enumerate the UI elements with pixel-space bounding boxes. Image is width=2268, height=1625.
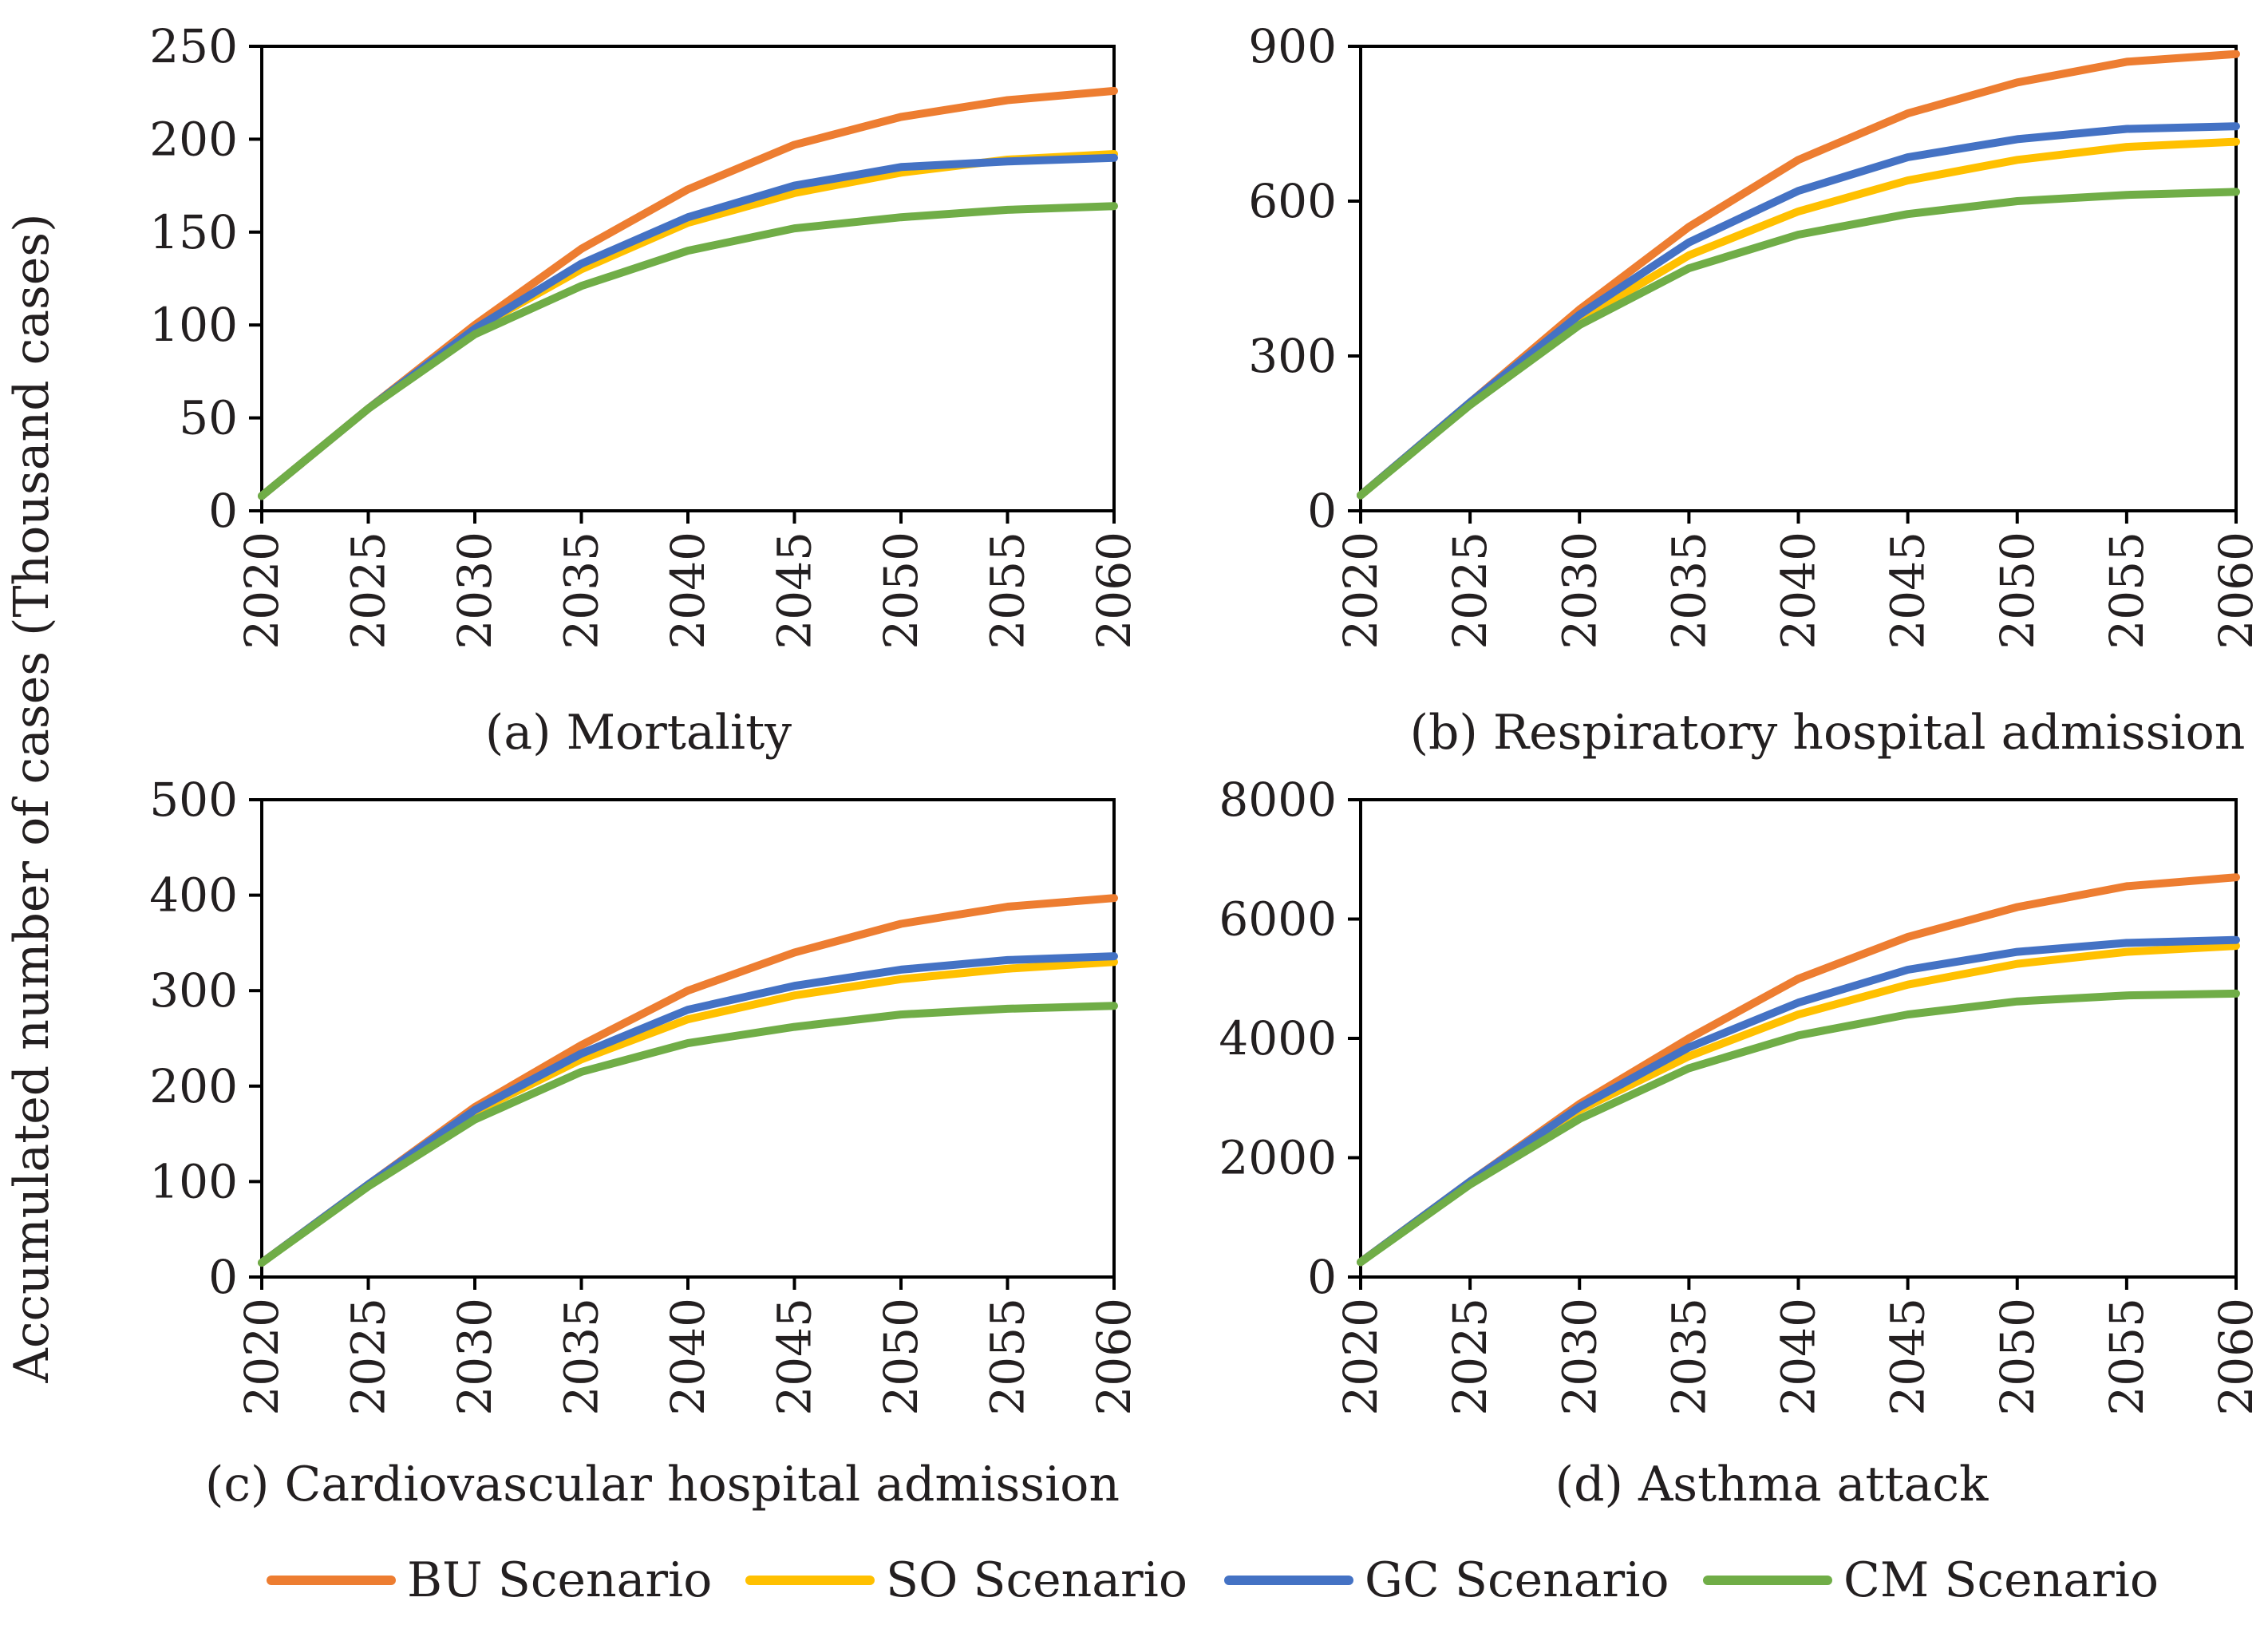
legend-item-so: SO Scenario	[745, 1552, 1187, 1608]
y-tick-label: 150	[149, 205, 238, 259]
chart-panel-a: 0 50 100 150 200 250 2020 2025 2030 2035 2040 2045 2…	[149, 19, 1141, 761]
x-tick-label: 2045	[768, 532, 822, 650]
panel-caption: (d) Asthma attack	[1555, 1457, 1989, 1512]
x-tick-label: 2055	[2100, 1298, 2154, 1416]
series-line-cm	[1357, 188, 2240, 500]
series-line-gc	[1357, 122, 2240, 500]
y-tick-label: 100	[149, 1154, 238, 1208]
panel-caption: (a) Mortality	[485, 705, 792, 761]
y-tick-label: 200	[149, 112, 238, 166]
y-tick-label: 0	[208, 1250, 238, 1304]
y-tick-label: 300	[1248, 329, 1337, 383]
series-line-bu	[1357, 49, 2240, 500]
x-tick-label: 2035	[1661, 1298, 1716, 1416]
x-tick-label: 2030	[448, 532, 502, 650]
y-tick-label: 250	[149, 19, 238, 73]
x-tick-label: 2030	[448, 1298, 502, 1416]
x-tick-label: 2025	[1443, 532, 1497, 650]
y-tick-label: 900	[1248, 19, 1337, 73]
chart-panel-d: 0 2000 4000 6000 8000 2020 2025 2030 2035 2040 204…	[1219, 773, 2263, 1512]
x-tick-label: 2055	[981, 1298, 1035, 1416]
series-line-bu	[1357, 873, 2240, 1267]
legend-label: CM Scenario	[1843, 1552, 2159, 1608]
plot-frame	[260, 798, 1116, 1279]
y-tick-label: 100	[149, 298, 238, 352]
plot-frame	[1359, 45, 2238, 512]
series-line-cm	[258, 1002, 1118, 1267]
series-line-gc	[1357, 935, 2240, 1267]
x-tick-label: 2020	[235, 1298, 289, 1416]
shared-y-axis-label: Accumulated number of cases (Thousand ca…	[4, 214, 60, 1384]
plot-frame	[260, 45, 1116, 512]
legend-item-gc: GC Scenario	[1224, 1552, 1669, 1608]
y-tick-label: 200	[149, 1059, 238, 1113]
y-tick-label: 0	[1307, 1250, 1337, 1304]
y-tick-label: 0	[208, 484, 238, 538]
x-tick-label: 2025	[1443, 1298, 1497, 1416]
x-tick-label: 2025	[342, 532, 396, 650]
x-tick-label: 2040	[1772, 1298, 1826, 1416]
series-line-so	[258, 150, 1118, 500]
series-line-cm	[258, 202, 1118, 500]
x-tick-label: 2050	[874, 532, 928, 650]
x-tick-label: 2020	[1334, 532, 1388, 650]
x-tick-label: 2020	[235, 532, 289, 650]
x-tick-label: 2035	[555, 532, 609, 650]
x-tick-label: 2035	[555, 1298, 609, 1416]
y-tick-label: 300	[149, 963, 238, 1018]
panel-caption: (c) Cardiovascular hospital admission	[205, 1457, 1120, 1512]
legend: BU Scenario SO Scenario GC Scenario CM Scen…	[267, 1552, 2159, 1608]
x-tick-label: 2045	[1881, 1298, 1935, 1416]
chart-panel-c: 0 100 200 300 400 500 2020 2025 2030 2035 2040 2045…	[149, 773, 1141, 1512]
x-tick-label: 2060	[2209, 1298, 2263, 1416]
y-tick-label: 8000	[1219, 773, 1337, 827]
legend-item-cm: CM Scenario	[1703, 1552, 2159, 1608]
x-tick-label: 2050	[1990, 1298, 2045, 1416]
legend-item-bu: BU Scenario	[267, 1552, 712, 1608]
y-tick-label: 50	[179, 391, 238, 445]
series-line-cm	[1357, 989, 2240, 1267]
x-tick-label: 2055	[2100, 532, 2154, 650]
x-tick-label: 2050	[874, 1298, 928, 1416]
y-tick-label: 0	[1307, 484, 1337, 538]
x-tick-label: 2055	[981, 532, 1035, 650]
x-tick-label: 2050	[1990, 532, 2045, 650]
x-tick-label: 2035	[1661, 532, 1716, 650]
y-tick-label: 6000	[1219, 892, 1337, 947]
x-tick-label: 2040	[661, 532, 715, 650]
chart-panels: 0 50 100 150 200 250 2020 2025 2030 2035 2040 2045 2…	[149, 19, 2263, 1512]
x-tick-label: 2030	[1552, 1298, 1606, 1416]
legend-label: GC Scenario	[1365, 1552, 1669, 1608]
x-tick-label: 2060	[2209, 532, 2263, 650]
x-tick-label: 2025	[342, 1298, 396, 1416]
series-line-gc	[258, 952, 1118, 1267]
chart-panel-b: 0 300 600 900 2020 2025 2030 2035 2040 2045 2050 20…	[1248, 19, 2263, 761]
x-tick-label: 2045	[768, 1298, 822, 1416]
x-tick-label: 2040	[1772, 532, 1826, 650]
y-tick-label: 2000	[1219, 1131, 1337, 1185]
x-tick-label: 2045	[1881, 532, 1935, 650]
legend-label: BU Scenario	[407, 1552, 712, 1608]
legend-label: SO Scenario	[886, 1552, 1187, 1608]
series-line-bu	[258, 86, 1118, 500]
y-tick-label: 500	[149, 773, 238, 827]
x-tick-label: 2030	[1552, 532, 1606, 650]
y-tick-label: 4000	[1219, 1011, 1337, 1066]
x-tick-label: 2020	[1334, 1298, 1388, 1416]
y-tick-label: 600	[1248, 174, 1337, 228]
y-tick-label: 400	[149, 868, 238, 923]
series-line-bu	[258, 894, 1118, 1267]
x-tick-label: 2040	[661, 1298, 715, 1416]
panel-caption: (b) Respiratory hospital admission	[1410, 705, 2246, 761]
x-tick-label: 2060	[1087, 532, 1141, 650]
x-tick-label: 2060	[1087, 1298, 1141, 1416]
